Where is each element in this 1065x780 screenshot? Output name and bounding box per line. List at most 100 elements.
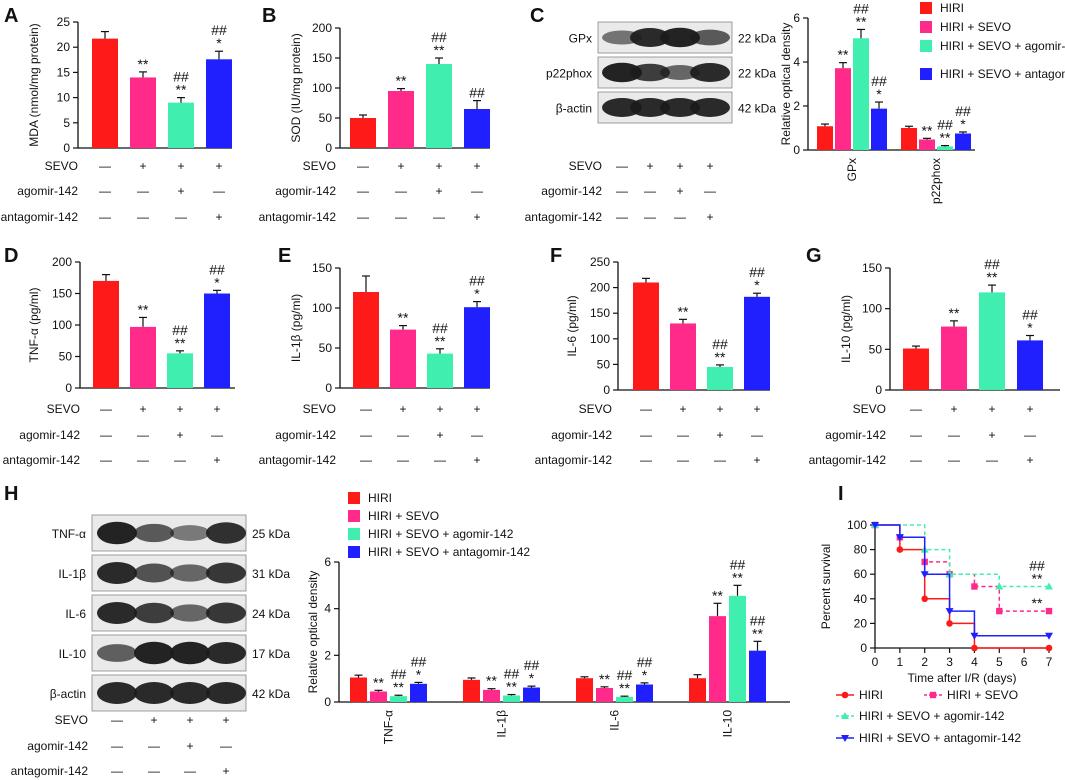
legend-entry: HIRI + SEVO — [947, 688, 1018, 702]
blot-band — [97, 601, 137, 625]
significance-mark: * — [642, 667, 648, 683]
blot-band — [170, 681, 210, 705]
significance-mark: ** — [175, 335, 186, 351]
y-tick-label: 100 — [847, 518, 867, 532]
treatment-sign: — — [677, 428, 689, 442]
bar — [92, 38, 118, 148]
western-blot-C: GPx 22 kDa p22phox 22 kDa β-actin 42 kDa SEVO —… — [525, 21, 776, 224]
treatment-sign: + — [753, 402, 760, 416]
treatment-sign: — — [111, 764, 123, 778]
treatment-label: antagomir-142 — [3, 453, 81, 467]
curve-marker — [945, 608, 954, 616]
y-tick-label: 0 — [860, 641, 867, 655]
x-tick-label: 2 — [921, 655, 928, 669]
y-tick-label: 250 — [590, 255, 610, 269]
blot-band — [170, 564, 210, 582]
bar — [576, 678, 593, 702]
bar — [689, 678, 706, 702]
significance-mark: ** — [715, 349, 726, 365]
x-tick-label: 3 — [946, 655, 953, 669]
legend-swatch — [920, 2, 932, 14]
y-tick-label: 80 — [854, 543, 868, 557]
x-tick-label: 1 — [897, 655, 904, 669]
bar — [463, 679, 480, 702]
treatment-sign: + — [1026, 453, 1033, 467]
bar — [410, 683, 427, 702]
y-tick-label: 0 — [325, 141, 332, 155]
significance-mark: ** — [619, 680, 630, 696]
treatment-sign: — — [1024, 428, 1036, 442]
significance-mark: ## — [637, 654, 653, 670]
y-axis-label: MDA (nmol/mg protein) — [27, 23, 41, 146]
bar — [523, 687, 540, 702]
treatment-sign: — — [137, 453, 149, 467]
legend-entry: HIRI — [940, 1, 964, 15]
bar — [937, 146, 953, 150]
treatment-sign: — — [948, 428, 960, 442]
treatment-label: agomir-142 — [275, 428, 336, 442]
significance-mark: ## — [391, 666, 407, 682]
y-tick-label: 150 — [590, 306, 610, 320]
significance-mark: ## — [984, 256, 1000, 272]
blot-band — [690, 63, 730, 82]
treatment-sign: — — [184, 764, 196, 778]
treatment-sign: — — [471, 184, 483, 198]
treatment-sign: — — [948, 453, 960, 467]
significance-mark: ** — [1032, 595, 1043, 611]
treatment-sign: + — [473, 159, 480, 173]
significance-mark: ## — [853, 0, 869, 16]
treatment-sign: + — [679, 402, 686, 416]
treatment-sign: + — [215, 159, 222, 173]
treatment-sign: — — [616, 210, 628, 224]
significance-mark: ** — [752, 625, 763, 641]
y-tick-label: 0 — [65, 381, 72, 395]
significance-mark: ** — [506, 679, 517, 695]
treatment-sign: + — [222, 713, 229, 727]
y-tick-label: 2 — [324, 648, 331, 662]
bar — [616, 696, 633, 702]
bar — [390, 329, 416, 388]
bar — [206, 59, 232, 148]
blot-band — [134, 563, 174, 583]
significance-mark: ** — [176, 82, 187, 98]
blot-band — [170, 604, 210, 622]
blot-band — [134, 641, 174, 665]
legend-entry: HIRI — [859, 688, 883, 702]
blot-kda-label: 17 kDa — [252, 647, 290, 661]
significance-mark: ## — [750, 612, 766, 628]
treatment-label: SEVO — [853, 402, 886, 416]
curve-marker — [920, 571, 929, 579]
treatment-sign: + — [753, 453, 760, 467]
y-tick-label: 100 — [862, 302, 882, 316]
y-axis-label: Percent survival — [819, 544, 833, 629]
treatment-sign: + — [950, 402, 957, 416]
significance-mark: ** — [138, 56, 149, 72]
y-axis-label: SOD (IU/mg protein) — [289, 33, 303, 142]
legend-entry: HIRI + SEVO — [940, 20, 1011, 34]
treatment-sign: — — [360, 453, 372, 467]
legend-entry: HIRI + SEVO + antagomir-142 — [859, 731, 1021, 745]
curve-marker — [871, 522, 879, 529]
treatment-sign: — — [910, 402, 922, 416]
blot-band — [660, 65, 700, 80]
treatment-sign: + — [988, 428, 995, 442]
y-axis-label: IL-6 (pg/ml) — [565, 295, 579, 356]
y-tick-label: 0 — [324, 695, 331, 709]
blot-band — [134, 681, 174, 705]
significance-mark: ** — [373, 674, 384, 690]
y-tick-label: 0 — [875, 383, 882, 397]
significance-mark: ** — [486, 673, 497, 689]
treatment-sign: + — [176, 402, 183, 416]
treatment-sign: + — [436, 402, 443, 416]
significance-mark: ** — [396, 73, 407, 89]
treatment-sign: — — [211, 428, 223, 442]
significance-mark: ## — [469, 85, 485, 101]
significance-mark: ## — [1029, 558, 1045, 574]
bar — [350, 677, 367, 702]
treatment-label: agomir-142 — [275, 184, 336, 198]
x-tick-label: 6 — [1021, 655, 1028, 669]
significance-mark: ## — [172, 322, 188, 338]
blot-band — [206, 522, 246, 544]
blot-protein-label: β-actin — [556, 102, 592, 116]
significance-mark: * — [474, 286, 480, 302]
